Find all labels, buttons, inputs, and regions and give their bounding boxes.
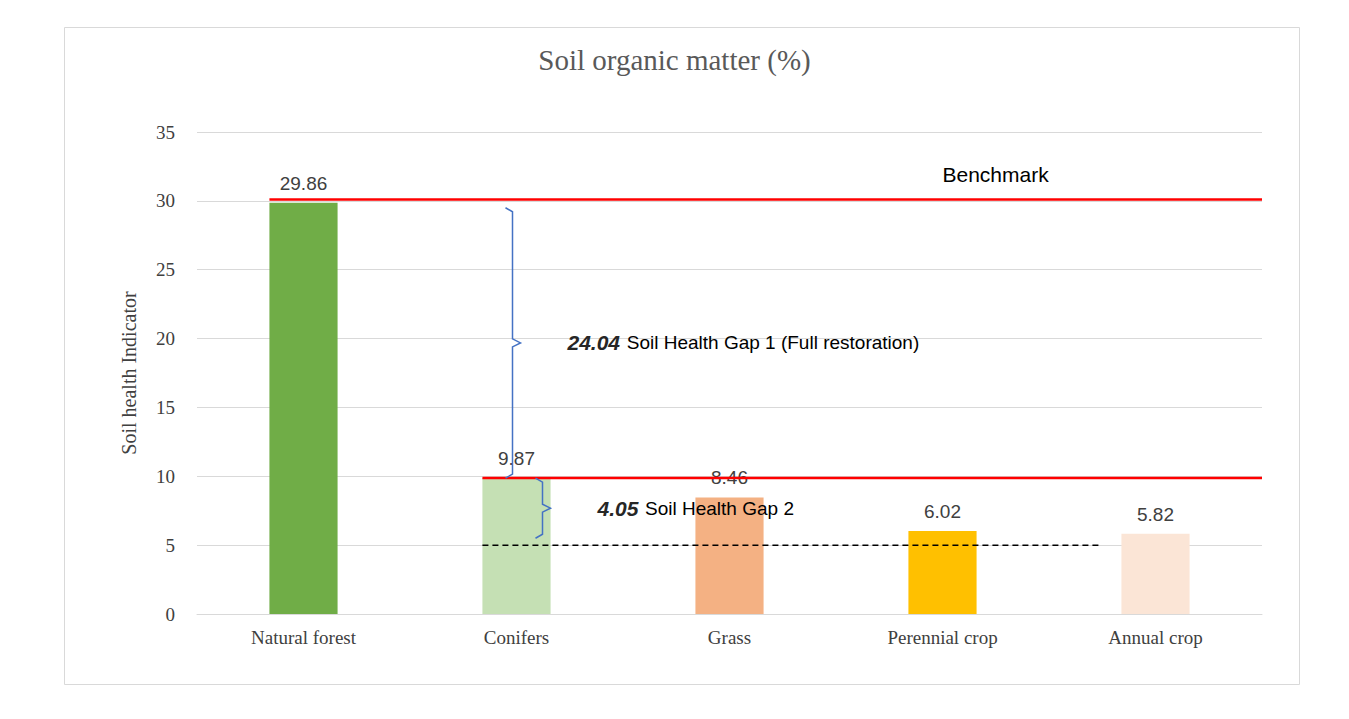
svg-text:5: 5 [166,535,176,556]
svg-text:5.82: 5.82 [1137,504,1174,525]
svg-text:25: 25 [156,259,175,280]
svg-text:Conifers: Conifers [484,627,549,648]
svg-text:Annual crop: Annual crop [1108,627,1202,648]
svg-text:0: 0 [166,604,176,625]
svg-text:24.04: 24.04 [567,331,621,354]
svg-text:Soil Health Gap 1 (Full restor: Soil Health Gap 1 (Full restoration) [627,332,920,353]
svg-text:Soil organic matter (%): Soil organic matter (%) [538,44,810,77]
svg-text:30: 30 [156,190,175,211]
svg-text:Perennial crop: Perennial crop [887,627,997,648]
svg-text:Soil Health Gap 2: Soil Health Gap 2 [645,498,794,519]
svg-text:Grass: Grass [708,627,751,648]
svg-text:10: 10 [156,466,175,487]
svg-text:6.02: 6.02 [924,501,961,522]
svg-text:Natural forest: Natural forest [251,627,357,648]
svg-text:15: 15 [156,397,175,418]
svg-text:29.86: 29.86 [280,173,328,194]
svg-text:8.46: 8.46 [711,467,748,489]
svg-text:9.87: 9.87 [498,448,535,469]
svg-text:Benchmark: Benchmark [943,163,1050,186]
svg-text:20: 20 [156,328,175,349]
svg-text:Soil health Indicator: Soil health Indicator [118,291,140,455]
svg-text:35: 35 [156,122,175,143]
svg-text:4.05: 4.05 [597,497,639,520]
